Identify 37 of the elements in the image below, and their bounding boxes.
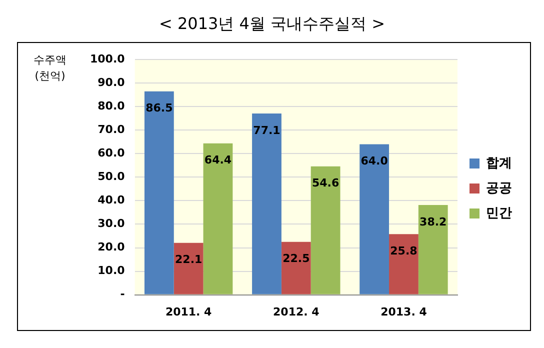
bar [174,242,204,294]
y-tick-label: 100.0 [90,52,126,66]
data-label: 77.1 [253,124,280,137]
data-label: 25.8 [390,244,418,258]
data-label: 22.1 [175,253,202,266]
y-tick-label: 80.0 [98,100,126,112]
y-tick-label: 90.0 [98,76,126,89]
data-label: 38.2 [420,215,447,228]
bar [389,234,418,294]
chart-title: < 2013년 4월 국내수주실적 > [158,14,386,35]
data-label: 86.5 [146,102,173,115]
x-tick-label: 2013. 4 [380,305,428,318]
data-label: 54.6 [312,176,340,190]
y-tick-label: 70.0 [98,123,126,136]
y-tick-label: - [120,288,125,301]
y-tick-label: 60.0 [98,146,126,160]
bar [281,242,311,294]
bar [310,166,340,294]
y-tick-label: 30.0 [98,217,126,230]
data-label: 64.4 [204,154,232,167]
x-tick-label: 2012. 4 [273,305,320,318]
bar [418,204,448,294]
x-tick-label: 2011. 4 [165,305,212,318]
bar [203,143,233,294]
bar [252,113,282,294]
bar [144,91,174,294]
y-tick-label: 20.0 [98,240,126,254]
legend-label: 공공 [486,180,512,196]
y-tick-label: 40.0 [98,194,126,207]
data-label: 22.5 [282,252,310,266]
bar [360,144,390,294]
legend-label: 민간 [486,206,512,221]
y-axis-title: 수주액 (천억) [34,53,66,82]
data-label: 64.0 [360,154,388,168]
y-tick-label: 50.0 [98,170,126,184]
legend-label: 합계 [486,156,512,171]
y-tick-label: 10.0 [98,264,126,278]
